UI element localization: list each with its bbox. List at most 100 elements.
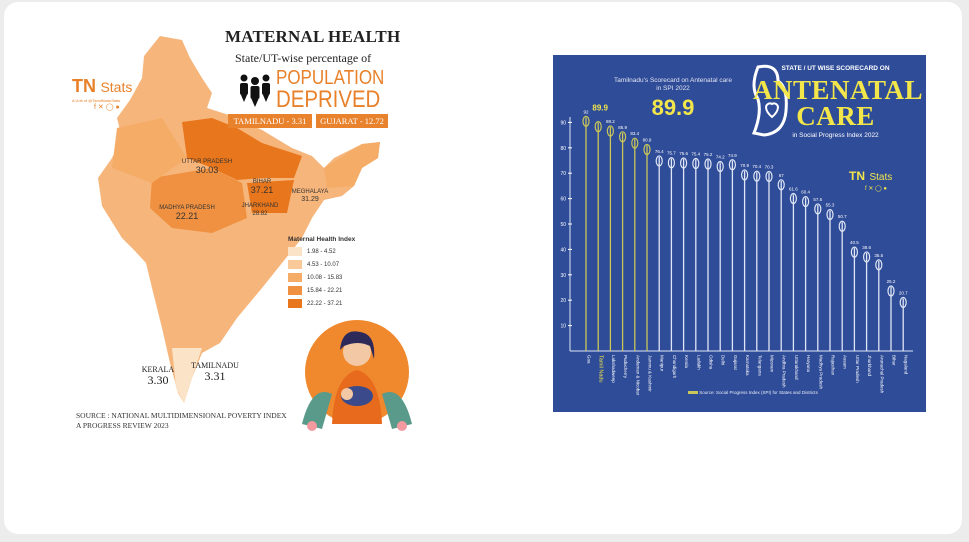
y-tick-label: 60 <box>560 197 566 203</box>
data-label: 38.6 <box>862 245 871 250</box>
label-uttar-pradesh: UTTAR PRADESH 30.03 <box>181 159 233 175</box>
category-label: Andhra Pradesh <box>782 355 787 388</box>
legend-item: 22.22 - 37.21 <box>288 299 355 308</box>
bar-marker <box>838 220 846 232</box>
maternal-health-infographic: MATERNAL HEALTH State/UT-wise percentage… <box>62 18 422 438</box>
bar-marker <box>728 159 736 171</box>
bar-marker <box>777 179 785 191</box>
bar-marker <box>655 155 663 167</box>
legend-label: 10.08 - 15.83 <box>307 274 343 281</box>
headline-deprived: DEPRIVED <box>276 86 381 113</box>
category-label: Nagaland <box>904 355 909 375</box>
label-bihar: BIHAR 37.21 <box>250 179 274 195</box>
legend-swatch <box>288 247 302 256</box>
map-legend: Maternal Health Index 1.98 - 4.52 4.53 - … <box>288 236 355 308</box>
data-label: 80.9 <box>643 138 652 143</box>
bar-marker <box>594 121 602 133</box>
northeast-region <box>324 142 380 188</box>
data-label: 88.2 <box>606 119 615 124</box>
bar-marker <box>863 251 871 263</box>
data-label: 50.7 <box>838 214 847 219</box>
category-label: Goa <box>587 355 592 364</box>
bar-marker <box>875 259 883 271</box>
legend-label: 1.98 - 4.52 <box>307 248 336 255</box>
bar-marker <box>899 296 907 309</box>
tn-stats-logo-right: TN Stats f ✕ ◯ ● <box>849 169 893 192</box>
south-region <box>172 348 202 403</box>
data-label: 74.9 <box>728 153 737 158</box>
bar-marker <box>741 169 749 181</box>
bar-marker <box>802 195 810 208</box>
legend-item: 15.84 - 22.21 <box>288 286 355 295</box>
headline-population: POPULATION <box>276 67 385 89</box>
badge-gujarat: GUJARAT - 12.72 <box>316 114 388 128</box>
category-label: Telangana <box>757 355 762 376</box>
mother-baby-illustration <box>302 320 412 431</box>
label-jharkhand: JHARKHAND 28.82 <box>241 203 279 217</box>
bar-marker <box>618 131 627 143</box>
chart-title-line-4: in Social Progress Index 2022 <box>792 132 879 139</box>
label-kerala: KERALA 3.30 <box>141 365 175 387</box>
data-label: 70.4 <box>752 164 761 169</box>
social-icons: f ✕ ◯ ● <box>865 186 888 192</box>
bar-marker <box>643 143 651 156</box>
data-label: 74.2 <box>716 155 725 160</box>
bar-marker <box>814 203 822 215</box>
category-label: Manipur <box>660 355 665 372</box>
y-tick-label: 70 <box>560 171 566 177</box>
chart-source: Source: Social Progress Index (SPI) for … <box>688 390 818 396</box>
y-tick-label: 90 <box>560 120 566 126</box>
legend-swatch <box>288 299 302 308</box>
category-label: Arunachal Pradesh <box>879 355 884 394</box>
y-tick-label: 40 <box>560 247 566 253</box>
y-tick-label: 30 <box>560 273 566 279</box>
category-label: Andaman & Nicobar <box>635 355 640 396</box>
data-label: 20.7 <box>899 290 908 295</box>
y-tick-label: 50 <box>560 222 566 228</box>
category-label: Uttarakhand <box>794 355 799 380</box>
data-label: 57.5 <box>813 197 822 202</box>
india-map <box>98 36 380 403</box>
scorecard-label: Tamilnadu's Scorecard on Antenatal care … <box>614 77 732 92</box>
bar-marker <box>887 285 895 297</box>
bar-marker <box>850 246 858 258</box>
data-label: 76.4 <box>655 149 664 154</box>
category-label: Tamil Nadu <box>598 355 604 383</box>
y-tick-label: 20 <box>560 298 566 304</box>
infographic-subtitle: State/UT-wise percentage of <box>235 51 372 65</box>
category-label: Chandigarh <box>672 355 677 379</box>
logo-name: Stats <box>100 79 133 95</box>
data-label: 67 <box>779 173 785 178</box>
source-note: SOURCE : NATIONAL MULTIDIMENSIONAL POVER… <box>76 411 287 431</box>
bar-marker <box>692 157 700 170</box>
logo-mark: TN <box>72 76 96 96</box>
category-label: Haryana <box>806 355 811 373</box>
category-label: Jammu & Kashmir <box>648 355 653 392</box>
bar-marker <box>704 158 712 170</box>
category-label: Mizoram <box>770 355 775 373</box>
people-icon <box>240 74 270 107</box>
category-label: Madhya Pradesh <box>818 355 823 390</box>
bar-marker <box>667 157 676 169</box>
bar-marker <box>753 170 761 182</box>
infographic-title: MATERNAL HEALTH <box>225 27 401 46</box>
antenatal-care-infographic: 10 20 30 40 50 60 70 80 90 92 Goa 89.9 Tamil Nadu 88.… <box>553 55 926 412</box>
legend-item: 10.08 - 15.83 <box>288 273 355 282</box>
madhya-pradesh-region <box>150 168 247 233</box>
data-label: 75.6 <box>679 151 688 156</box>
category-label: Uttar Pradesh <box>855 355 860 383</box>
data-label: 83.4 <box>630 131 639 136</box>
category-label: Rajasthan <box>831 355 836 376</box>
data-label: 35.5 <box>874 253 883 258</box>
social-icons: f ✕ ◯ ● <box>94 104 120 111</box>
bar-marker <box>826 208 834 221</box>
bar-marker <box>582 115 590 127</box>
data-label: 75.7 <box>667 151 676 156</box>
chart-title-antenatal: ANTENATAL CARE <box>753 75 924 131</box>
category-label: Ladakh <box>696 355 701 370</box>
jharkhand-region <box>247 180 294 213</box>
logo-handle: A Unit of @TamilNaduStats <box>72 98 121 103</box>
data-label: 92 <box>583 109 589 114</box>
source-line-1: SOURCE : NATIONAL MULTIDIMENSIONAL POVER… <box>76 411 287 420</box>
category-label: Odisha <box>709 355 714 370</box>
